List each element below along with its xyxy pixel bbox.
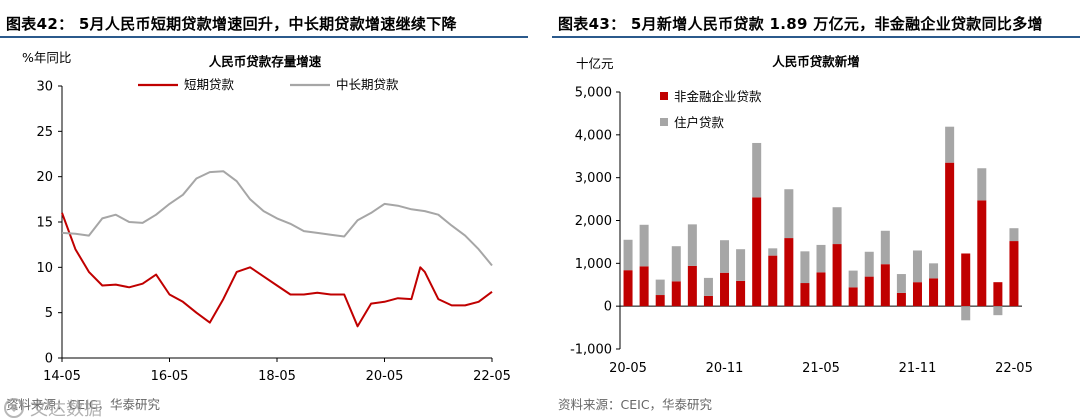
bar-corporate [864, 276, 874, 307]
series-line-long-term [61, 170, 493, 267]
bar-household [912, 250, 922, 283]
x-tick-label: 20-05 [366, 369, 404, 384]
bar-household [864, 251, 874, 277]
x-tick-label: 16-05 [151, 369, 189, 384]
figure-43-header: 图表43： 5月新增人民币贷款 1.89 万亿元，非金融企业贷款同比多增 [552, 10, 1080, 38]
y-tick-label: 30 [36, 80, 53, 95]
bar-household [1009, 228, 1019, 242]
bar-household [703, 277, 713, 296]
bar-corporate [655, 295, 665, 307]
y-tick-label: 0 [604, 300, 612, 315]
svg-text:文达数据: 文达数据 [30, 399, 102, 420]
bar-household [639, 224, 649, 267]
bar-corporate [768, 255, 778, 307]
figure-42-title: 图表42： 5月人民币短期贷款增速回升，中长期贷款增速继续下降 [6, 15, 457, 33]
x-tick-label: 22-05 [473, 369, 511, 384]
y-tick-label: 5 [45, 306, 53, 321]
y-tick-label: 15 [36, 216, 53, 231]
bar-corporate [977, 200, 987, 307]
bar-household [671, 246, 681, 282]
y-tick-label: 20 [36, 170, 53, 185]
figure-43-source: 资料来源：CEIC，华泰研究 [558, 397, 713, 412]
bar-household [945, 126, 955, 163]
bar-corporate [896, 292, 906, 307]
bar-household [655, 279, 665, 296]
bar-household [720, 240, 730, 273]
bar-household [784, 189, 794, 239]
bar-corporate [816, 272, 826, 307]
x-tick-label: 20-11 [706, 361, 744, 376]
bar-corporate [784, 238, 794, 307]
bar-corporate [832, 244, 842, 307]
bar-household [768, 248, 778, 256]
bar-corporate [687, 265, 697, 307]
figure-42-source: 资料来源：CEIC，华泰研究 [6, 397, 161, 412]
bar-household [832, 207, 842, 245]
bar-household [977, 168, 987, 201]
x-tick-label: 21-11 [899, 361, 937, 376]
bar-corporate [752, 197, 762, 307]
bar-household [896, 274, 906, 293]
legend-label-household: 住户贷款 [674, 115, 725, 130]
bar-corporate [929, 278, 939, 307]
bar-household [687, 224, 697, 266]
bar-household [752, 142, 762, 198]
bar-corporate [736, 280, 746, 307]
bar-corporate [703, 295, 713, 307]
bar-household [993, 306, 1003, 316]
bar-corporate [623, 270, 633, 307]
bar-corporate [848, 287, 858, 307]
bar-household [623, 239, 633, 271]
bar-corporate [639, 266, 649, 307]
x-tick-label: 14-05 [43, 369, 81, 384]
figure-42-panel: 图表42： 5月人民币短期贷款增速回升，中长期贷款增速继续下降 %年同比 人民币贷… [0, 0, 528, 420]
chart-title: 人民币贷款新增 [772, 54, 860, 69]
y-tick-label: 1,000 [575, 257, 612, 272]
bar-household [929, 263, 939, 279]
legend-label-corporate: 非金融企业贷款 [674, 89, 762, 104]
bar-household [880, 230, 890, 265]
chart-title: 人民币贷款存量增速 [209, 54, 322, 69]
x-tick-label: 21-05 [802, 361, 840, 376]
y-tick-label: 4,000 [575, 128, 612, 143]
legend-swatch-household [660, 118, 668, 126]
y-tick-label: 2,000 [575, 214, 612, 229]
y-tick-label: 0 [45, 352, 53, 367]
bar-corporate [671, 281, 681, 307]
bar-corporate [961, 253, 971, 307]
bar-household [816, 244, 826, 273]
legend-label-short-term: 短期贷款 [184, 77, 235, 92]
y-unit-label: 十亿元 [576, 56, 614, 71]
figure-43-panel: 图表43： 5月新增人民币贷款 1.89 万亿元，非金融企业贷款同比多增 十亿元… [552, 0, 1080, 420]
y-tick-label: 5,000 [575, 86, 612, 101]
bar-household [800, 251, 810, 284]
bar-corporate [800, 283, 810, 307]
bar-household [961, 306, 971, 321]
bar-corporate [912, 282, 922, 307]
series-line-short-term [61, 212, 493, 328]
x-tick-label: 22-05 [995, 361, 1033, 376]
legend-swatch-corporate [660, 92, 668, 100]
bar-corporate [880, 264, 890, 307]
figure-42-header: 图表42： 5月人民币短期贷款增速回升，中长期贷款增速继续下降 [0, 10, 528, 38]
x-tick-label: 20-05 [609, 361, 647, 376]
figure-43-title: 图表43： 5月新增人民币贷款 1.89 万亿元，非金融企业贷款同比多增 [558, 15, 1043, 33]
x-tick-label: 18-05 [258, 369, 296, 384]
bar-corporate [945, 162, 955, 307]
y-tick-label: 25 [36, 125, 53, 140]
y-tick-label: 10 [36, 261, 53, 276]
bar-household [848, 270, 858, 288]
y-unit-label: %年同比 [22, 50, 71, 65]
bar-household [736, 249, 746, 281]
legend-label-long-term: 中长期贷款 [336, 77, 399, 92]
bar-corporate [1009, 241, 1019, 307]
bar-corporate [720, 272, 730, 307]
bar-corporate [993, 282, 1003, 307]
watermark-logo: 文达数据 [4, 398, 102, 420]
y-tick-label: -1,000 [570, 343, 612, 358]
y-tick-label: 3,000 [575, 171, 612, 186]
